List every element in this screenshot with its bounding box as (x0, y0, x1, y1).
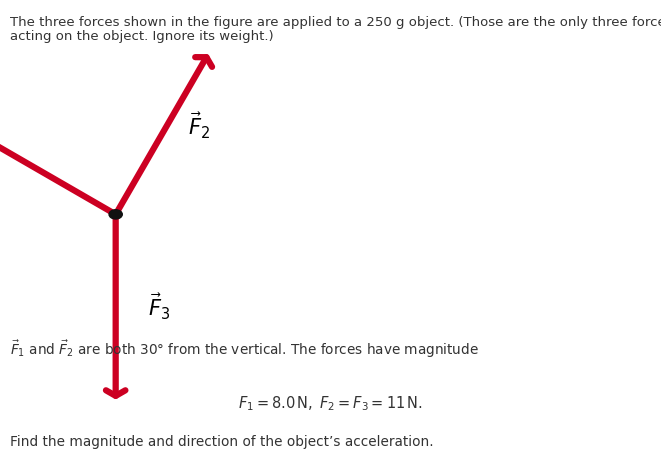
Circle shape (109, 210, 122, 219)
Text: The three forces shown in the figure are applied to a 250 g object. (Those are t: The three forces shown in the figure are… (10, 16, 661, 29)
Text: acting on the object. Ignore its weight.): acting on the object. Ignore its weight.… (10, 30, 274, 43)
Text: Find the magnitude and direction of the object’s acceleration.: Find the magnitude and direction of the … (10, 436, 434, 449)
Text: $\vec{F}_2$: $\vec{F}_2$ (188, 111, 210, 141)
Text: $F_1 = 8.0\,\mathrm{N},\; F_2 = F_3 = 11\,\mathrm{N}.$: $F_1 = 8.0\,\mathrm{N},\; F_2 = F_3 = 11… (238, 394, 423, 413)
Text: $\vec{F}_1$ and $\vec{F}_2$ are both 30° from the vertical. The forces have magn: $\vec{F}_1$ and $\vec{F}_2$ are both 30°… (10, 338, 479, 360)
Text: $\vec{F}_3$: $\vec{F}_3$ (147, 292, 170, 322)
